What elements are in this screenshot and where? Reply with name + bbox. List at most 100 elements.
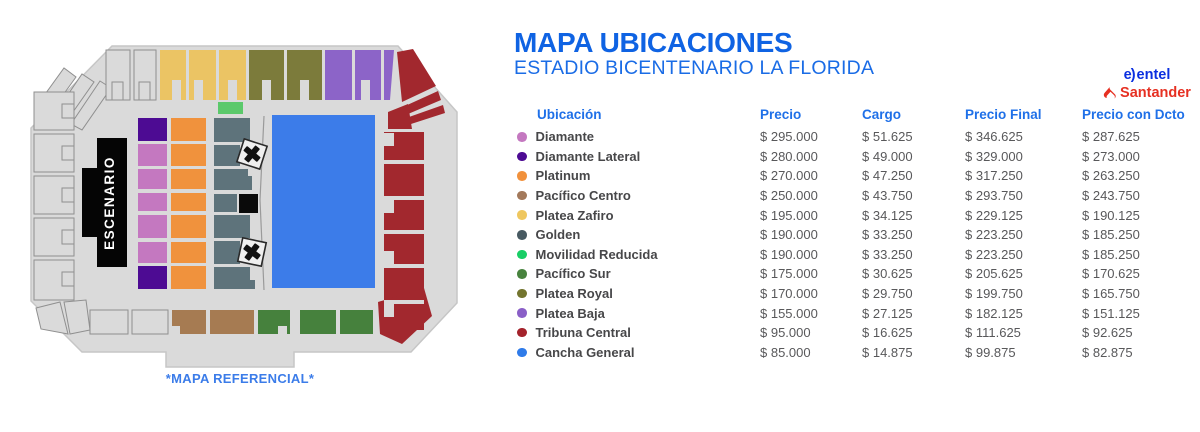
category-name: Pacífico Centro xyxy=(535,188,631,204)
page-subtitle: ESTADIO BICENTENARIO LA FLORIDA xyxy=(514,57,875,79)
category-color-dot xyxy=(517,171,527,181)
cell-precio: $ 190.000 xyxy=(760,246,818,262)
map-section-diamante xyxy=(138,144,167,263)
map-section-movilidad-reducida xyxy=(218,102,243,114)
page-title: MAPA UBICACIONES xyxy=(514,27,793,58)
table-row: Tribuna Central $ 95.000 $ 16.625 $ 111.625… xyxy=(514,323,1200,343)
category-color-dot xyxy=(517,288,527,299)
table-row: Diamante Lateral $ 280.000 $ 49.000 $ 329.0… xyxy=(514,147,1200,167)
category-name: Movilidad Reducida xyxy=(535,246,658,262)
cell-precio-dcto: $ 185.250 xyxy=(1082,227,1140,243)
category-name: Platea Royal xyxy=(535,286,613,302)
cell-precio-dcto: $ 165.750 xyxy=(1082,286,1140,302)
category-name: Platea Zafiro xyxy=(535,207,614,223)
centro-notch xyxy=(172,326,180,334)
table-row: Pacífico Sur $ 175.000 $ 30.625 $ 205.625 $ … xyxy=(514,264,1200,284)
cell-precio-dcto: $ 243.750 xyxy=(1082,188,1140,204)
table-row: Movilidad Reducida $ 190.000 $ 33.250 $ 223… xyxy=(514,245,1200,265)
cell-precio-dcto: $ 263.250 xyxy=(1082,168,1140,184)
cell-precio-final: $ 229.125 xyxy=(965,207,1023,223)
category-color-dot xyxy=(517,190,527,201)
category-color-dot xyxy=(517,269,527,279)
cell-precio-dcto: $ 190.125 xyxy=(1082,207,1140,223)
table-row: Golden $ 190.000 $ 33.250 $ 223.250 $ 185.25… xyxy=(514,225,1200,245)
category-color-dot xyxy=(517,151,527,162)
sound-booth xyxy=(239,194,258,213)
category-color-dot xyxy=(517,230,527,240)
category-color-dot xyxy=(517,132,527,142)
royal-notches xyxy=(262,80,309,100)
category-color-dot xyxy=(517,308,527,318)
cell-precio-final: $ 293.750 xyxy=(965,188,1023,204)
cell-precio-dcto: $ 170.625 xyxy=(1082,266,1140,282)
category-name: Diamante Lateral xyxy=(535,148,641,164)
cell-cargo: $ 14.875 xyxy=(862,344,913,360)
map-caption: *MAPA REFERENCIAL* xyxy=(165,371,315,386)
category-name: Pacífico Sur xyxy=(535,266,611,282)
cell-precio-final: $ 99.875 xyxy=(965,344,1016,360)
cell-precio-dcto: $ 287.625 xyxy=(1082,129,1140,145)
santander-logo: Santander xyxy=(1080,85,1200,102)
cell-cargo: $ 33.250 xyxy=(862,227,913,243)
cell-precio: $ 95.000 xyxy=(760,325,811,341)
cell-cargo: $ 47.250 xyxy=(862,168,913,184)
category-color-dot xyxy=(517,347,527,358)
map-section-platinum xyxy=(171,118,206,289)
cell-cargo: $ 27.125 xyxy=(862,305,913,321)
category-name: Cancha General xyxy=(535,344,635,360)
col-precio-dcto: Precio con Dcto xyxy=(1082,106,1185,122)
cell-precio: $ 190.000 xyxy=(760,227,818,243)
cell-cargo: $ 29.750 xyxy=(862,286,913,302)
access-marker-icon xyxy=(236,236,268,268)
stage-label: ESCENARIO xyxy=(102,156,117,250)
cell-precio-final: $ 199.750 xyxy=(965,286,1023,302)
cell-precio-dcto: $ 151.125 xyxy=(1082,305,1140,321)
price-table-header: Ubicación Precio Cargo Precio Final Prec… xyxy=(514,104,1200,124)
cell-precio: $ 170.000 xyxy=(760,286,818,302)
category-name: Diamante xyxy=(535,129,595,145)
table-row: Platinum $ 270.000 $ 47.250 $ 317.250 $ 263.… xyxy=(514,166,1200,186)
baja-notches xyxy=(361,80,370,100)
cell-precio: $ 295.000 xyxy=(760,129,818,145)
cell-precio-final: $ 317.250 xyxy=(965,168,1023,184)
cell-cargo: $ 33.250 xyxy=(862,246,913,262)
santander-label: Santander xyxy=(1120,85,1191,101)
category-color-dot xyxy=(517,327,527,338)
map-section-pacifico-centro xyxy=(172,310,254,334)
cell-precio-dcto: $ 185.250 xyxy=(1082,246,1140,262)
sponsor-block: e) entel Santander xyxy=(1080,67,1200,102)
cell-precio-final: $ 329.000 xyxy=(965,148,1023,164)
col-precio: Precio xyxy=(760,106,802,122)
cell-cargo: $ 51.625 xyxy=(862,129,913,145)
cell-cargo: $ 34.125 xyxy=(862,207,913,223)
cell-precio: $ 250.000 xyxy=(760,188,818,204)
cell-precio-dcto: $ 273.000 xyxy=(1082,148,1140,164)
cell-cargo: $ 16.625 xyxy=(862,325,913,341)
cell-cargo: $ 49.000 xyxy=(862,148,913,164)
cell-precio-final: $ 182.125 xyxy=(965,305,1023,321)
cell-precio: $ 85.000 xyxy=(760,344,811,360)
entel-logo: e) entel xyxy=(1080,67,1200,84)
map-section-platea-zafiro xyxy=(160,50,246,100)
col-cargo: Cargo xyxy=(862,106,902,122)
map-section-unmarked-left xyxy=(33,91,169,335)
map-section-platea-royal xyxy=(249,50,322,100)
stadium-map: ESCENARIO *MAPA REFERENCIAL* xyxy=(0,0,480,400)
table-row: Pacífico Centro $ 250.000 $ 43.750 $ 293.75… xyxy=(514,186,1200,206)
map-section-golden xyxy=(214,118,255,289)
table-row: Cancha General $ 85.000 $ 14.875 $ 99.875 $ … xyxy=(514,343,1200,363)
entel-mark-icon: e) xyxy=(1123,67,1136,83)
cell-precio: $ 155.000 xyxy=(760,305,818,321)
cell-precio: $ 195.000 xyxy=(760,207,818,223)
table-row: Platea Royal $ 170.000 $ 29.750 $ 199.750 $ … xyxy=(514,284,1200,304)
table-row: Platea Zafiro $ 195.000 $ 34.125 $ 229.125 $… xyxy=(514,205,1200,225)
santander-flame-icon xyxy=(1103,87,1116,99)
col-ubicacion: Ubicación xyxy=(537,106,602,122)
map-section-pacifico-sur xyxy=(258,310,373,334)
category-name: Platinum xyxy=(535,168,591,184)
cell-precio: $ 175.000 xyxy=(760,266,818,282)
map-section-diamante-lateral xyxy=(138,118,167,289)
cell-precio: $ 280.000 xyxy=(760,148,818,164)
col-precio-final: Precio Final xyxy=(965,106,1042,122)
